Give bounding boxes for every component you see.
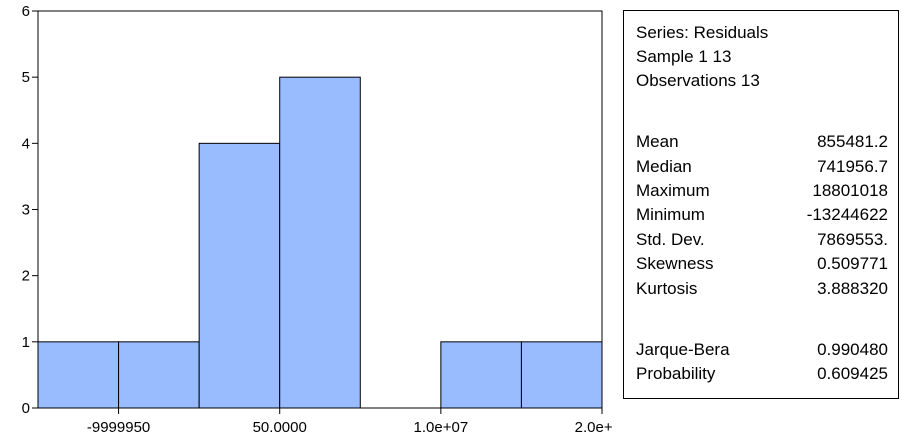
stat-row-minimum: Minimum -13244622 (636, 205, 888, 225)
y-tick-label: 5 (22, 69, 30, 86)
x-tick-label: 2.0e+07 (575, 419, 612, 436)
x-tick-label: 50.0000 (253, 419, 307, 436)
y-tick-label: 6 (22, 3, 30, 20)
histogram-bar (279, 76, 361, 409)
stat-value: 0.509771 (817, 254, 888, 273)
stat-label: Probability (636, 364, 716, 383)
x-tick-label: 1.0e+07 (414, 419, 469, 436)
stat-row-jarque-bera: Jarque-Bera 0.990480 (636, 340, 888, 360)
histogram-bar (198, 142, 281, 409)
stat-label: Skewness (636, 254, 714, 273)
series-name: Series: Residuals (636, 23, 769, 42)
stat-label: Maximum (636, 181, 710, 200)
stat-row-mean: Mean 855481.2 (636, 132, 888, 152)
stat-value: -13244622 (806, 205, 888, 224)
stat-value: 18801018 (812, 181, 888, 200)
stat-row-probability: Probability 0.609425 (636, 364, 888, 384)
stat-label: Mean (636, 132, 679, 151)
stat-row-skewness: Skewness 0.509771 (636, 254, 888, 274)
stat-label: Minimum (636, 205, 705, 224)
stat-value: 0.990480 (817, 340, 888, 359)
histogram-bar (37, 341, 120, 409)
stat-value: 0.609425 (817, 364, 888, 383)
observations-count: Observations 13 (636, 71, 760, 90)
y-tick-label: 4 (22, 135, 30, 152)
y-tick-label: 1 (22, 334, 30, 351)
y-tick-label: 0 (22, 400, 30, 417)
histogram-bar (440, 341, 522, 409)
stat-row-kurtosis: Kurtosis 3.888320 (636, 279, 888, 299)
stat-value: 3.888320 (817, 279, 888, 298)
stat-label: Jarque-Bera (636, 340, 730, 359)
stat-label: Std. Dev. (636, 230, 705, 249)
stat-label: Kurtosis (636, 279, 698, 298)
statistics-panel: Series: Residuals Sample 1 13 Observatio… (623, 10, 899, 399)
stat-value: 855481.2 (817, 132, 888, 151)
y-tick-label: 3 (22, 202, 30, 219)
stat-label: Median (636, 157, 692, 176)
sample-range: Sample 1 13 (636, 47, 732, 66)
stat-value: 7869553. (817, 230, 888, 249)
stat-row-median: Median 741956.7 (636, 157, 888, 177)
histogram-chart: 0 1 2 3 4 5 6 -9999950 50.0000 1.0e+07 2.0e+07 (22, 3, 612, 436)
stat-row-std-dev: Std. Dev. 7869553. (636, 230, 888, 250)
x-tick-label: -9999950 (87, 419, 150, 436)
stat-value: 741956.7 (817, 157, 888, 176)
y-tick-label: 2 (22, 268, 30, 285)
stat-row-maximum: Maximum 18801018 (636, 181, 888, 201)
histogram-bar (520, 341, 603, 409)
histogram-bar (118, 341, 200, 409)
